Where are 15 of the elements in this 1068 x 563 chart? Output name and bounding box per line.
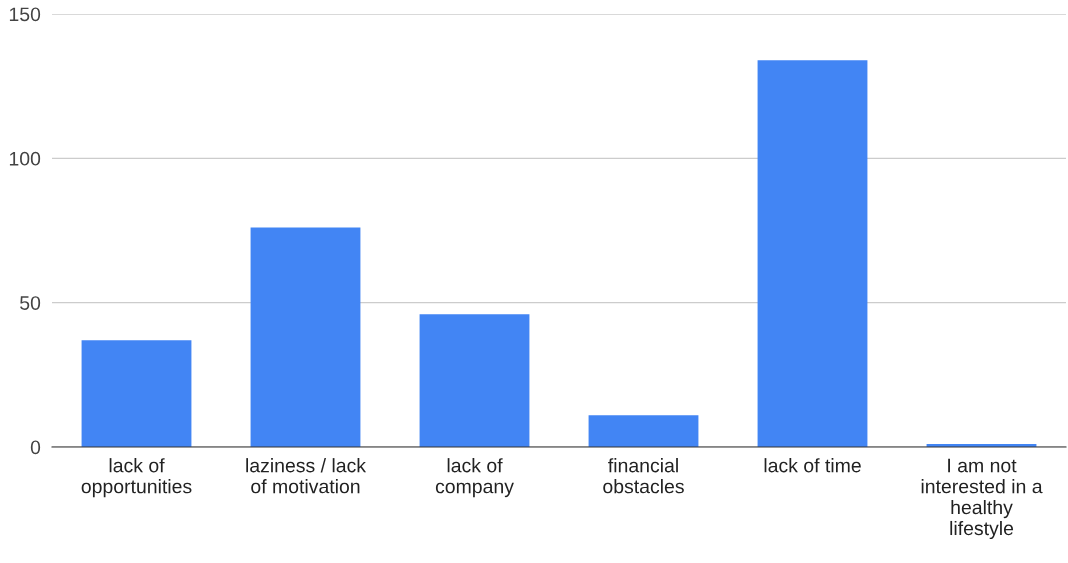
bar: [757, 60, 868, 447]
y-tick-label: 100: [9, 151, 41, 166]
y-tick-label: 150: [9, 7, 41, 22]
x-tick-label: I am not interested in a healthy lifestyle: [921, 458, 1043, 540]
x-tick-label: financial obstacles: [603, 458, 684, 494]
x-tick-label: lack of company: [435, 458, 514, 498]
bar: [419, 314, 530, 447]
y-tick-label: 50: [20, 296, 41, 310]
bar: [588, 415, 699, 447]
x-tick-label: lack of time: [764, 458, 861, 473]
x-tick-label: laziness / lack of motivation: [246, 458, 367, 494]
x-tick-label: lack of opportunities: [81, 458, 192, 498]
bar: [81, 340, 192, 447]
bar: [250, 227, 361, 447]
y-tick-label: 0: [30, 440, 41, 455]
